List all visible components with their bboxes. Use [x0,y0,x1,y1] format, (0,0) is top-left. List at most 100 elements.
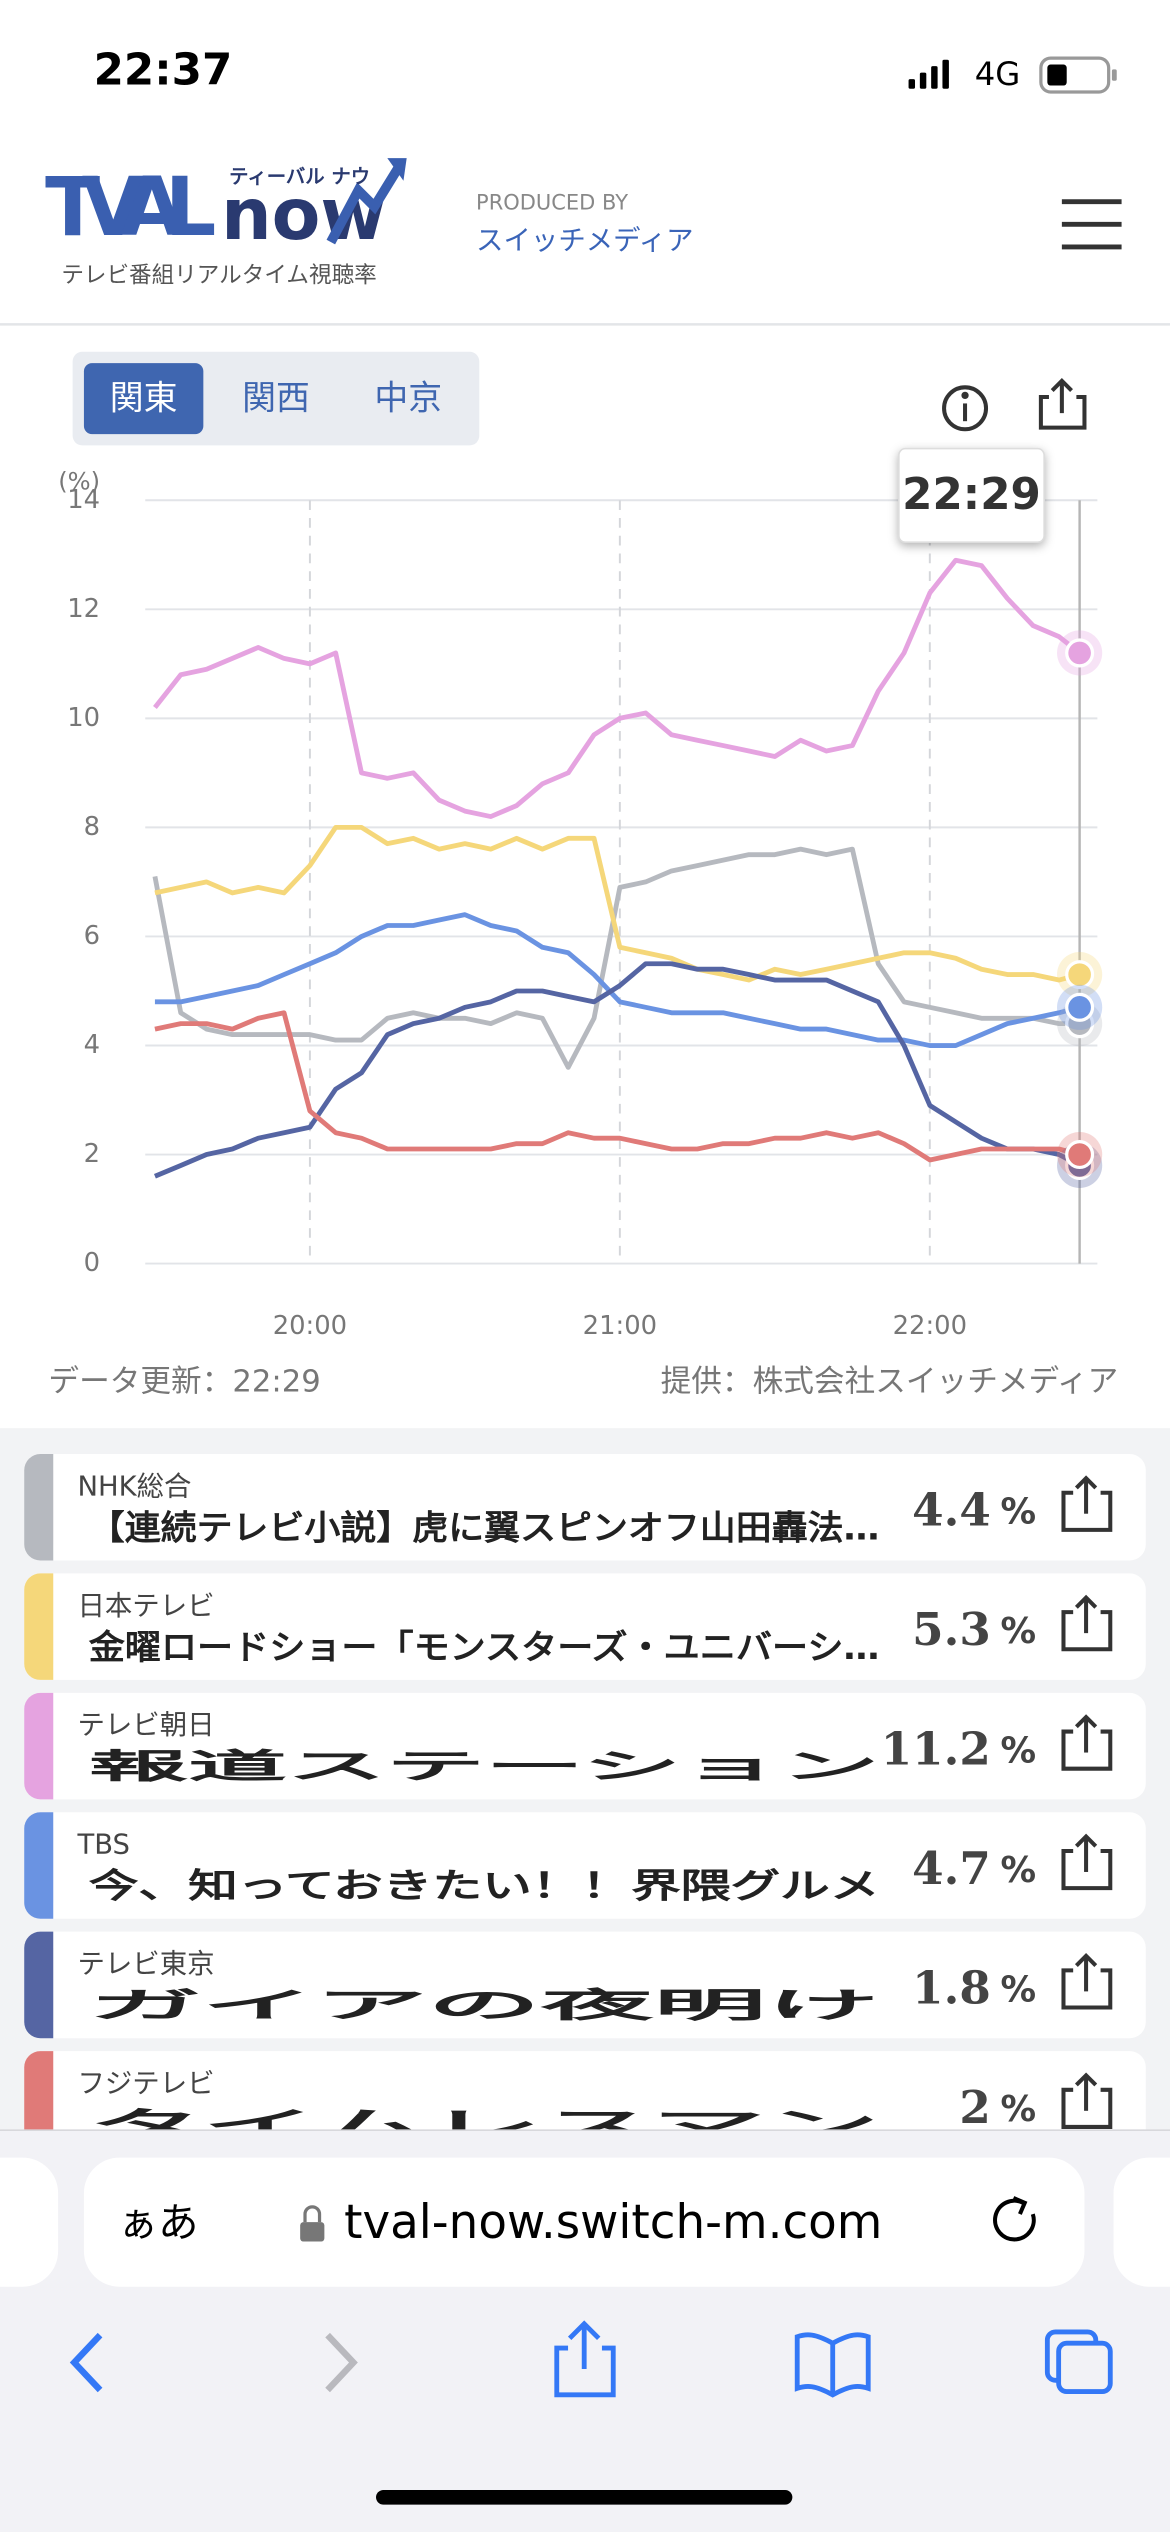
rating-value: 5.3 [912,1603,991,1656]
plot: 0 2 4 6 8 10 12 14 20:00 21:00 22:00 22:29 [67,447,1103,1341]
station-name: テレビ東京 [77,1949,214,1980]
share-box [1061,1729,1113,1771]
producer: スイッチメディア [476,226,693,257]
series-line [152,846,1080,1070]
tab-preview[interactable] [0,2157,59,2287]
rating-unit: % [1000,1731,1036,1772]
status-time: 22:37 [94,46,233,96]
program-title: 【連続テレビ小説】虎に翼スピンオフ山田轟法… [89,1508,880,1547]
logo-subtitle: テレビ番組リアルタイム視聴率 [61,262,376,288]
station-color [24,1573,54,1680]
text-size-button[interactable]: ぁあ [118,2199,199,2246]
station-color [24,1454,54,1561]
tab-active[interactable] [83,363,204,435]
rating: 5.3% [912,1603,1036,1656]
lock-icon [300,2205,325,2242]
share-arrowhead [1074,2072,1098,2087]
share-page-button[interactable] [554,2320,616,2398]
share-arrowhead [1074,1953,1098,1967]
y-tick-label: 8 [84,812,100,842]
logo-arrow [326,162,405,245]
rating: 4.7% [912,1841,1036,1894]
rating-value: 4.4 [912,1483,991,1536]
series-line [153,557,1082,819]
share-box [1061,1968,1113,2010]
update-note: データ更新：22:29 [48,1364,320,1399]
rating: 4.4% [912,1483,1036,1536]
station-name: TBS [76,1830,130,1861]
end-point [1065,1140,1095,1170]
share-box [1061,1490,1113,1532]
row-share-button[interactable] [1061,1953,1113,2010]
rating-value: 1.8 [912,1961,991,2014]
share-arrowhead [1074,1833,1098,1848]
battery-icon [1039,56,1117,94]
rating-unit: % [1000,1969,1036,2010]
rating-value: 2 [959,2080,990,2133]
program-title: 報道ステーション [89,1747,880,1786]
program-title: 今、知っておきたい！！界隈グルメ [89,1867,880,1906]
home-indicator [376,2490,793,2505]
menu-button[interactable] [1061,199,1122,250]
x-tick-label: 20:00 [273,1311,347,1341]
row-share-button[interactable] [1061,1475,1113,1532]
station-color [24,1692,54,1800]
row-share-button[interactable] [1061,1833,1113,1891]
rating-value: 11.2 [881,1722,991,1775]
x-tick-label: 22:00 [893,1311,967,1341]
station-color [24,1931,54,2039]
row-card [24,1812,1146,1919]
series-line [153,961,1081,1179]
y-tick-label: 4 [84,1030,100,1060]
y-tick-label: 0 [84,1248,100,1278]
station-name: 日本テレビ [77,1591,214,1622]
info-button[interactable] [942,385,989,432]
tab-preview[interactable] [1113,2157,1170,2287]
station-name: フジテレビ [77,2068,214,2099]
logo-kana: ティーバル ナウ [229,165,370,188]
signal-icon [908,59,949,89]
share-button[interactable] [1038,377,1087,430]
logo-main: TVAL [45,161,216,255]
share-arrowhead [1074,1475,1098,1490]
share-box [1061,1610,1113,1652]
share-arrowhead [1074,1594,1098,1609]
program-title: ガイアの夜明け [89,1986,880,2025]
program-row[interactable]: TBS 今、知っておきたい！！界隈グルメ 4.7% [24,1812,1146,1919]
share-box [1061,2087,1113,2129]
source-note: 提供：株式会社スイッチメディア [661,1364,1119,1399]
tabs-button[interactable] [1044,2329,1113,2395]
y-tick-label: 12 [67,594,100,624]
tab[interactable]: 中京 [374,379,442,418]
program-list: NHK総合【連続テレビ小説】虎に翼スピンオフ山田轟法… 4.4 % 日本テレビ金曜ロー… [24,1454,1146,2158]
rating: 1.8% [912,1961,1036,2014]
row-card [24,1692,1146,1800]
network-label: 4G [975,55,1021,93]
y-tick-label: 14 [67,485,100,515]
reload-button[interactable] [993,2196,1036,2242]
end-point [1065,638,1095,668]
forward-button[interactable] [325,2332,358,2393]
row-share-button[interactable] [1061,1714,1113,1771]
row-share-button[interactable] [1061,2072,1113,2129]
row-share-button[interactable] [1061,1594,1113,1652]
station-name: NHK総合 [77,1471,191,1502]
url[interactable]: tval-now.switch-m.com [344,2196,882,2250]
station-color [24,1812,54,1919]
bookmarks-button[interactable] [794,2332,871,2398]
y-tick-label: 6 [84,921,100,951]
tab[interactable]: 関東 [110,379,178,418]
series-line [154,824,1081,983]
tooltip-box [898,447,1045,544]
tab[interactable]: 関西 [242,379,310,418]
back-button[interactable] [69,2332,103,2393]
address-bar[interactable] [83,2157,1085,2287]
produced-by: PRODUCED BY [476,190,628,214]
program-row[interactable]: NHK総合【連続テレビ小説】虎に翼スピンオフ山田轟法… 4.4% [24,1454,1146,1561]
tooltip-time: 22:29 [902,470,1041,520]
